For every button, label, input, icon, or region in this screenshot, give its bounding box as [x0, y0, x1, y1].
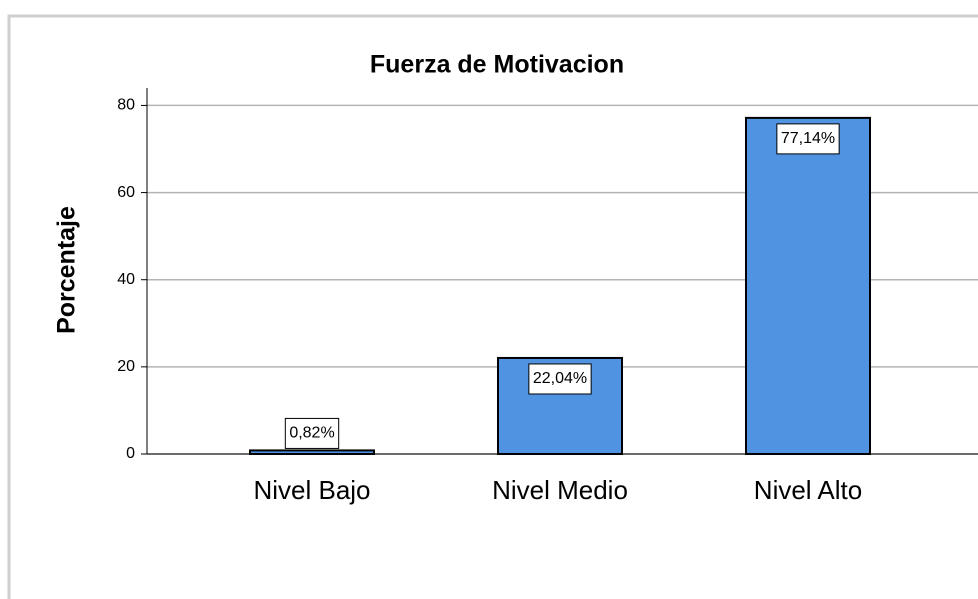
value-label: 77,14% — [781, 130, 835, 147]
y-tick-label: 40 — [117, 271, 135, 288]
y-tick-label: 20 — [117, 358, 135, 375]
x-tick-label: Nivel Medio — [492, 475, 628, 505]
value-label-box — [528, 363, 592, 395]
value-label-box — [776, 123, 840, 155]
value-label: 22,04% — [533, 370, 587, 387]
bar — [249, 449, 375, 456]
bar — [745, 116, 871, 455]
y-tick-label: 0 — [126, 445, 135, 462]
y-tick-label: 60 — [117, 184, 135, 201]
x-tick-label: Nivel Alto — [754, 475, 862, 505]
x-tick-label: Nivel Bajo — [253, 475, 370, 505]
value-label: 0,82% — [289, 425, 334, 442]
y-tick-label: 80 — [117, 97, 135, 114]
y-axis-label: Porcentaje — [53, 206, 81, 334]
value-label-box — [284, 417, 340, 449]
chart-title: Fuerza de Motivacion — [370, 51, 624, 79]
